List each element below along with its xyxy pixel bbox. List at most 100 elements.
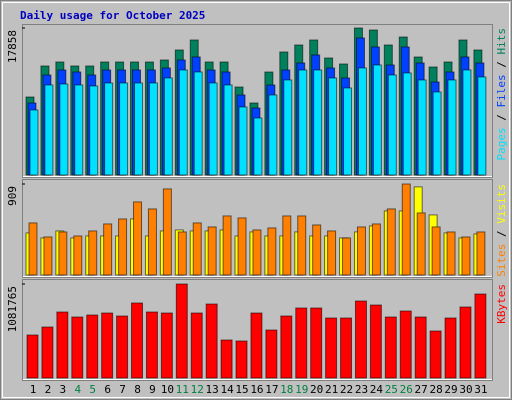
- x-tick-label: 9: [149, 383, 156, 396]
- bar: [325, 317, 338, 379]
- bar: [357, 67, 367, 176]
- bar: [340, 317, 353, 379]
- bar: [267, 227, 277, 276]
- bar: [372, 64, 382, 176]
- bar: [313, 69, 323, 176]
- bar: [265, 329, 278, 379]
- x-tick-label: 4: [74, 383, 81, 396]
- bar: [58, 231, 68, 276]
- bar: [26, 334, 39, 379]
- bar: [145, 311, 158, 379]
- x-tick-label: 8: [134, 383, 141, 396]
- bar: [432, 91, 442, 176]
- bar: [399, 310, 412, 379]
- x-tick-label: 26: [400, 383, 413, 396]
- bar: [208, 82, 218, 176]
- y-tick-label: 17858: [6, 30, 19, 63]
- x-tick-label: 14: [220, 383, 234, 396]
- chart-title: Daily usage for October 2025: [20, 9, 205, 22]
- legend-separator: /: [495, 224, 508, 244]
- bar: [238, 106, 248, 176]
- x-tick-label: 21: [325, 383, 338, 396]
- bar: [444, 317, 457, 379]
- x-tick-label: 7: [119, 383, 126, 396]
- bar: [386, 208, 396, 276]
- x-tick-label: 23: [355, 383, 368, 396]
- bar: [162, 188, 172, 276]
- x-tick-label: 17: [265, 383, 278, 396]
- bar: [371, 223, 381, 276]
- bar: [477, 76, 487, 176]
- bar: [429, 330, 442, 379]
- bar: [44, 84, 54, 176]
- bar: [342, 237, 352, 276]
- bar: [160, 312, 173, 379]
- bar: [147, 208, 157, 276]
- bar: [414, 316, 427, 379]
- bar: [446, 231, 456, 276]
- bar: [118, 218, 128, 276]
- legend-separator: /: [495, 55, 508, 75]
- x-tick-label: 15: [235, 383, 248, 396]
- bar: [220, 339, 233, 379]
- bar: [223, 84, 233, 176]
- bar: [387, 74, 397, 176]
- bar: [461, 236, 471, 276]
- legend: Sites / Visits: [495, 184, 508, 277]
- x-tick-label: 24: [370, 383, 384, 396]
- bar: [268, 94, 278, 176]
- bar: [88, 230, 98, 276]
- bar: [252, 229, 262, 276]
- bar: [402, 72, 412, 176]
- bar: [134, 82, 144, 176]
- bar: [86, 314, 99, 379]
- y-tick-label: 1081765: [6, 286, 19, 332]
- bar: [297, 215, 307, 276]
- bar: [175, 283, 188, 379]
- bar: [295, 307, 308, 379]
- bar: [431, 226, 441, 276]
- bar: [476, 231, 486, 276]
- bar: [41, 326, 54, 379]
- x-tick-label: 2: [45, 383, 52, 396]
- y-tick-label: 909: [6, 186, 19, 206]
- x-tick-label: 25: [385, 383, 398, 396]
- x-tick-label: 30: [459, 383, 472, 396]
- bar: [148, 82, 158, 176]
- bar: [401, 183, 411, 276]
- x-tick-label: 31: [474, 383, 487, 396]
- x-tick-label: 28: [429, 383, 442, 396]
- bar: [119, 82, 129, 176]
- x-tick-label: 6: [104, 383, 111, 396]
- bar: [28, 222, 38, 276]
- bar: [328, 77, 338, 176]
- bar: [205, 303, 218, 379]
- bar: [71, 316, 84, 379]
- bar: [253, 117, 263, 176]
- bar: [56, 311, 69, 379]
- bar: [59, 83, 69, 176]
- x-tick-label: 29: [444, 383, 457, 396]
- bar: [131, 302, 144, 379]
- x-tick-label: 18: [280, 383, 293, 396]
- bar: [327, 230, 337, 276]
- bar: [298, 69, 308, 176]
- bar: [29, 109, 39, 176]
- bar: [369, 304, 382, 379]
- legend-entry: Files: [495, 74, 508, 107]
- x-tick-label: 3: [60, 383, 67, 396]
- x-tick-label: 12: [191, 383, 204, 396]
- legend-separator: /: [495, 108, 508, 128]
- bar: [459, 306, 472, 379]
- bar: [343, 87, 353, 176]
- bar: [462, 69, 472, 176]
- bar: [416, 212, 426, 276]
- bar: [237, 217, 247, 276]
- bar: [193, 71, 203, 176]
- bar: [192, 222, 202, 276]
- x-tick-label: 19: [295, 383, 308, 396]
- bar: [280, 315, 293, 379]
- legend-entry: KBytes: [495, 284, 508, 324]
- x-tick-label: 13: [206, 383, 219, 396]
